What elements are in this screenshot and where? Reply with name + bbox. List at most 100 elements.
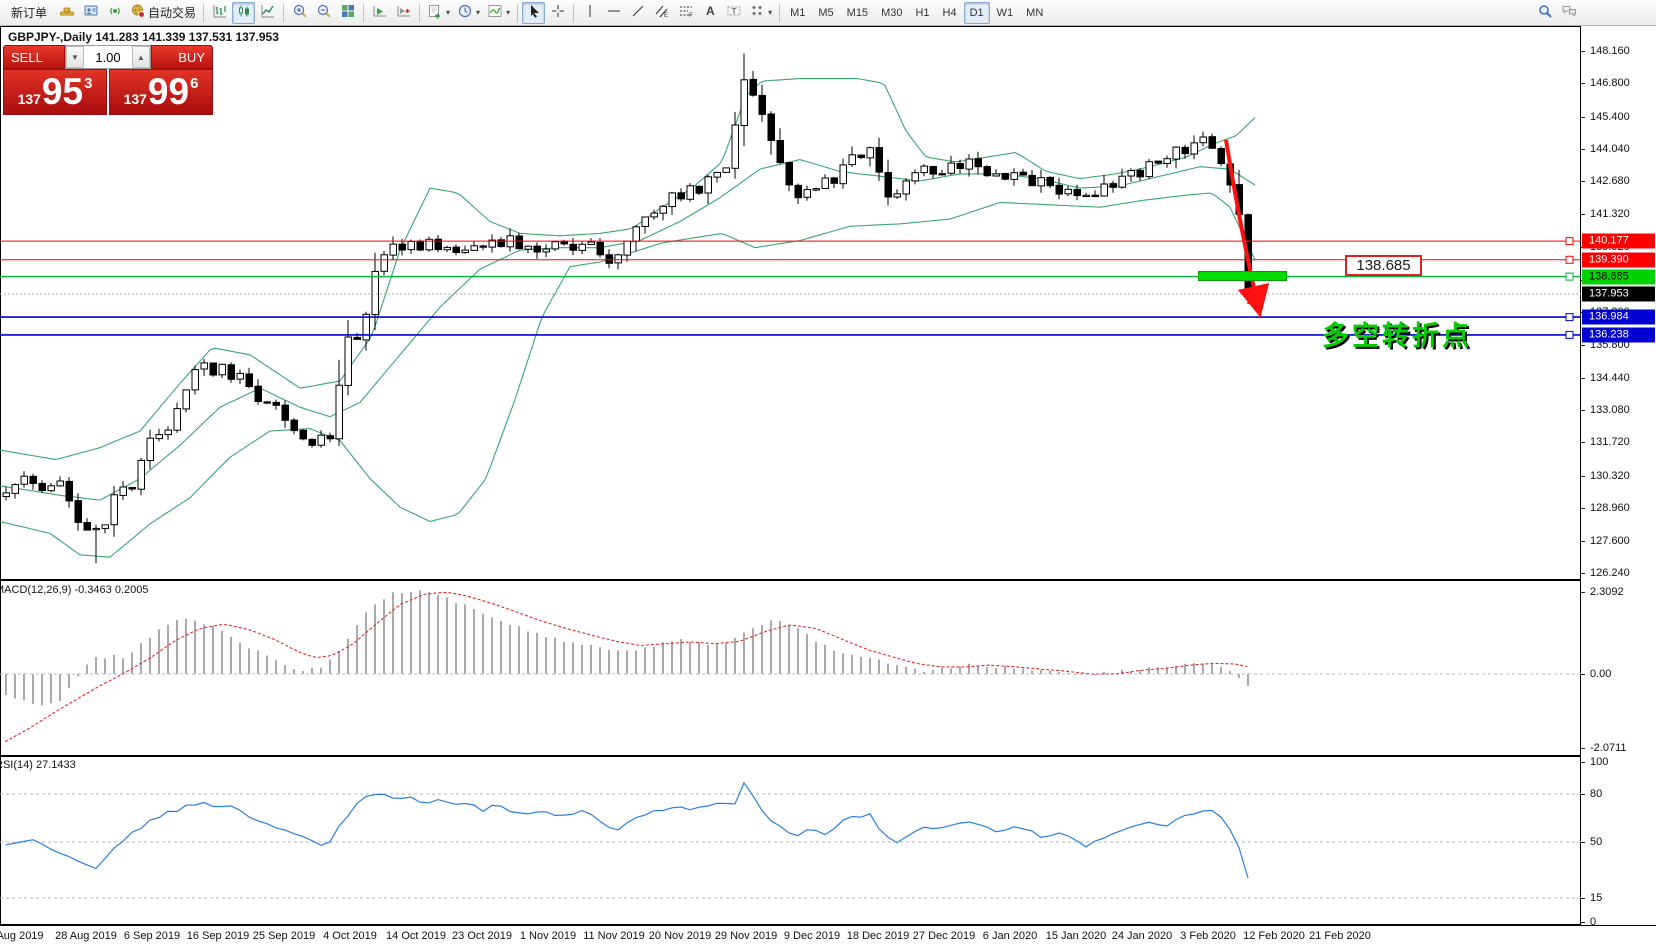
time-axis: Aug 2019 28 Aug 2019 6 Sep 2019 16 Sep 2019… xyxy=(0,925,1656,947)
community-button[interactable] xyxy=(79,2,102,24)
trend-icon xyxy=(630,3,646,22)
date-label: 11 Nov 2019 xyxy=(583,930,645,942)
price-tick-label: 127.600 xyxy=(1590,534,1630,547)
level-line-handle[interactable] xyxy=(1565,255,1574,264)
price-tick-label: 128.960 xyxy=(1590,502,1630,515)
auto-scroll-button[interactable] xyxy=(368,2,391,24)
cursor-button[interactable] xyxy=(522,1,546,24)
price-tick-label: 144.040 xyxy=(1590,143,1630,156)
search-button[interactable] xyxy=(1533,2,1556,24)
vline-icon xyxy=(582,3,598,22)
tiles-icon xyxy=(340,3,356,22)
turning-point-annotation[interactable]: 多空转折点 xyxy=(1322,321,1472,351)
chart-shift-button[interactable] xyxy=(392,2,415,24)
toolbar-separator xyxy=(419,3,421,22)
level-line-handle[interactable] xyxy=(1565,272,1574,281)
signals-icon xyxy=(107,3,123,22)
rsi-axis-label: 80 xyxy=(1590,788,1603,800)
vertical-line-button[interactable] xyxy=(578,2,601,24)
rsi-pane-canvas[interactable] xyxy=(0,756,1581,925)
search-icon xyxy=(1537,3,1553,22)
bollinger-middle-band[interactable] xyxy=(0,159,1256,501)
chevron-down-icon[interactable]: ▾ xyxy=(476,8,481,17)
text-label-button[interactable]: T xyxy=(722,2,745,24)
timeframe-button-m15[interactable]: M15 xyxy=(846,6,869,19)
buy-price-button[interactable]: 137 99 6 xyxy=(109,69,213,115)
periods-button[interactable]: ▾ xyxy=(454,2,483,24)
tick-mark xyxy=(1581,508,1585,510)
tick-mark xyxy=(1581,842,1585,843)
timeframe-button-h1[interactable]: H1 xyxy=(915,6,930,19)
price-badge-136.984: 136.984 xyxy=(1582,309,1655,325)
macd-axis-label: -2.0711 xyxy=(1590,741,1627,754)
buy-price-pip: 6 xyxy=(190,75,199,92)
channel-icon: E xyxy=(654,3,670,22)
sell-price-button[interactable]: 137 95 3 xyxy=(3,69,107,115)
timeframe-button-m5[interactable]: M5 xyxy=(818,6,834,19)
crosshair-button[interactable] xyxy=(546,2,569,24)
toolbar-separator xyxy=(203,3,205,22)
chat-button[interactable] xyxy=(1557,2,1580,24)
timeframe-button-mn[interactable]: MN xyxy=(1026,6,1044,19)
tile-windows-button[interactable] xyxy=(336,2,359,24)
tick-mark xyxy=(1581,51,1585,52)
auto-trading-button[interactable]: 自动交易 xyxy=(127,2,199,24)
level-line-handle[interactable] xyxy=(1565,237,1574,246)
macd-pane-frame xyxy=(0,580,1581,756)
chevron-down-icon[interactable]: ▾ xyxy=(446,8,451,17)
price-level-label-box[interactable]: 138.685 xyxy=(1345,255,1422,276)
arrows-button[interactable]: ▾ xyxy=(746,2,775,24)
main-chart-canvas[interactable] xyxy=(0,26,1581,580)
buy-button[interactable]: BUY xyxy=(151,45,213,69)
tick-mark xyxy=(1581,213,1585,215)
green-highlight-bar[interactable] xyxy=(1198,271,1287,281)
candlestick-chart-button[interactable] xyxy=(232,1,256,24)
channel-button[interactable]: E xyxy=(650,2,673,24)
zoom-out-button[interactable] xyxy=(312,2,335,24)
level-line-handle[interactable] xyxy=(1565,330,1574,339)
chevron-down-icon[interactable]: ▾ xyxy=(506,8,511,17)
tick-mark xyxy=(1581,898,1585,899)
price-badge-139.390: 139.390 xyxy=(1582,252,1655,268)
timeframe-button-w1[interactable]: W1 xyxy=(996,6,1014,19)
newchart-icon xyxy=(427,3,443,22)
fibo-icon: F xyxy=(678,3,694,22)
chevron-down-icon[interactable]: ▾ xyxy=(768,8,773,17)
macd-pane-canvas[interactable] xyxy=(0,580,1581,756)
bar-chart-button[interactable] xyxy=(208,2,231,24)
new-order-button[interactable]: 新订单 xyxy=(4,2,54,24)
svg-text:F: F xyxy=(689,13,693,19)
timeframe-button-h4[interactable]: H4 xyxy=(942,6,957,19)
sell-price-main: 95 xyxy=(41,71,84,112)
signals-button[interactable] xyxy=(103,2,126,24)
sell-trend-arrow[interactable] xyxy=(1224,139,1270,318)
new-order-button-label: 新订单 xyxy=(11,6,48,20)
timeframe-button-m30[interactable]: M30 xyxy=(881,6,903,19)
timeframe-button-d1[interactable]: D1 xyxy=(963,1,990,24)
fibonacci-button[interactable]: F xyxy=(674,2,697,24)
horizontal-line-button[interactable] xyxy=(602,2,625,24)
line-chart-button[interactable] xyxy=(256,2,279,24)
templates-button[interactable]: ▾ xyxy=(484,2,513,24)
volume-input[interactable] xyxy=(84,46,132,68)
date-label: 27 Dec 2019 xyxy=(912,930,976,942)
text-button[interactable]: A xyxy=(698,2,721,24)
volume-increase-button[interactable]: ▲ xyxy=(132,46,150,68)
gold-button[interactable] xyxy=(55,2,78,24)
rsi-line xyxy=(5,781,1249,879)
new-chart-button[interactable]: ▾ xyxy=(424,2,453,24)
svg-text:A: A xyxy=(706,4,715,18)
tick-mark xyxy=(1581,591,1585,593)
price-badge-140.177: 140.177 xyxy=(1582,233,1655,249)
sell-button[interactable]: SELL xyxy=(3,45,65,69)
bollinger-upper-band[interactable] xyxy=(0,78,1256,460)
rsi-indicator-label: RSI(14) 27.1433 xyxy=(0,759,76,771)
main-toolbar: 新订单 自动交易 ▾ ▾ ▾ E F A T ▾ M1 M5 M15 M30 H1 H4 D1 W1 MN xyxy=(0,0,1656,26)
trendline-button[interactable] xyxy=(626,2,649,24)
level-line-handle[interactable] xyxy=(1565,313,1574,322)
timeframe-button-m1[interactable]: M1 xyxy=(790,6,806,19)
volume-decrease-button[interactable]: ▼ xyxy=(66,46,84,68)
zoom-in-button[interactable] xyxy=(288,2,311,24)
buy-price-main: 99 xyxy=(147,71,190,112)
